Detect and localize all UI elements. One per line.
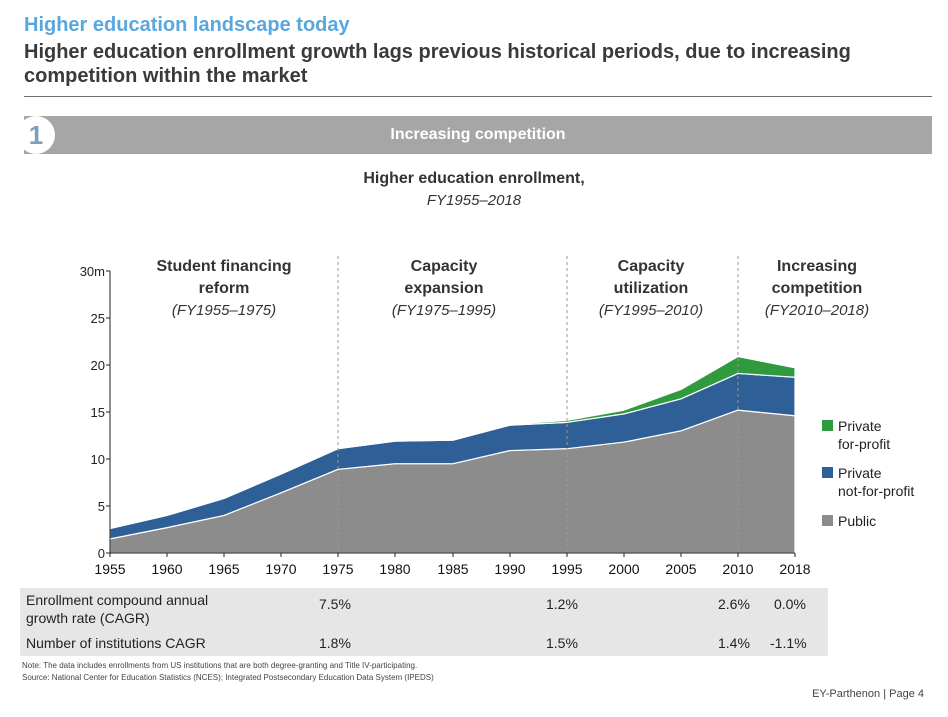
cagr-row2-value: 1.4% (718, 635, 750, 651)
cagr-row2-value: 1.5% (546, 635, 578, 651)
y-tick-label: 5 (98, 499, 105, 514)
period-label-range: (FY1975–1995) (392, 302, 496, 319)
cagr-row1-value: 2.6% (718, 596, 750, 612)
x-tick-label: 2018 (779, 561, 810, 577)
cagr-table: Enrollment compound annual growth rate (… (20, 588, 828, 656)
period-label-range: (FY2010–2018) (765, 302, 869, 319)
cagr-row1-value: 1.2% (546, 596, 578, 612)
enrollment-area-chart: 0 5 10 15 20 25 30m 1955 1960 1965 1970 1975 1980 198… (80, 256, 914, 577)
y-tick-label: 15 (91, 405, 105, 420)
section-banner (24, 116, 932, 154)
legend-swatch (822, 420, 833, 431)
period-label-line1: Capacity (411, 258, 478, 275)
area-series-public (109, 409, 796, 554)
page-footer: EY-Parthenon | Page 4 (812, 688, 924, 700)
x-tick-label: 1985 (437, 561, 468, 577)
x-tick-label: 1965 (208, 561, 239, 577)
source-text: Source: National Center for Education St… (22, 673, 434, 682)
cagr-row1-label-line1: Enrollment compound annual (26, 592, 209, 608)
x-tick-label: 1990 (494, 561, 525, 577)
x-tick-label: 1975 (322, 561, 353, 577)
x-tick-label: 2000 (608, 561, 639, 577)
legend-label: Public (838, 513, 876, 529)
footnotes: Note: The data includes enrollments from… (22, 660, 434, 684)
y-tick-label: 20 (91, 358, 105, 373)
cagr-row2-value: -1.1% (770, 635, 807, 651)
cagr-row1-value: 7.5% (319, 596, 351, 612)
legend-swatch (822, 467, 833, 478)
chart-title: Higher education enrollment, (363, 170, 585, 187)
period-label-line2: reform (199, 280, 250, 297)
y-tick-label: 0 (98, 546, 105, 561)
x-tick-label: 1995 (551, 561, 582, 577)
cagr-row1-label-line2: growth rate (CAGR) (26, 610, 150, 626)
y-tick-label: 25 (91, 311, 105, 326)
period-label-range: (FY1995–2010) (599, 302, 703, 319)
legend-swatch (822, 515, 833, 526)
period-label-line2: competition (772, 280, 863, 297)
period-label-range: (FY1955–1975) (172, 302, 276, 319)
period-label-line1: Increasing (777, 258, 857, 275)
x-tick-label: 1955 (94, 561, 125, 577)
cagr-row2-label: Number of institutions CAGR (26, 635, 206, 651)
x-tick-label: 2010 (722, 561, 753, 577)
page-title: Higher education enrollment growth lags … (24, 41, 851, 87)
title-divider (24, 96, 932, 97)
legend-label: Private (838, 465, 882, 481)
y-tick-label: 10 (91, 452, 105, 467)
x-tick-label: 1970 (265, 561, 296, 577)
area-series-private-for-profit (109, 355, 796, 530)
page-kicker: Higher education landscape today (24, 14, 350, 36)
legend-label-line2: not-for-profit (838, 483, 914, 499)
section-banner-label: Increasing competition (390, 126, 566, 143)
x-tick-label: 2005 (665, 561, 696, 577)
chart-subtitle: FY1955–2018 (426, 192, 522, 209)
x-tick-label: 1980 (379, 561, 410, 577)
period-label-line2: expansion (404, 280, 483, 297)
x-tick-label: 1960 (151, 561, 182, 577)
section-number-badge: 1 (17, 116, 55, 154)
cagr-row2-value: 1.8% (319, 635, 351, 651)
period-label-line1: Capacity (618, 258, 685, 275)
legend-label: Private (838, 418, 882, 434)
note-text: Note: The data includes enrollments from… (22, 661, 418, 670)
legend-label-line2: for-profit (838, 436, 890, 452)
period-label-line1: Student financing (156, 258, 291, 275)
cagr-row1-value: 0.0% (774, 596, 806, 612)
y-tick-label: 30m (80, 264, 105, 279)
period-label-line2: utilization (614, 280, 689, 297)
